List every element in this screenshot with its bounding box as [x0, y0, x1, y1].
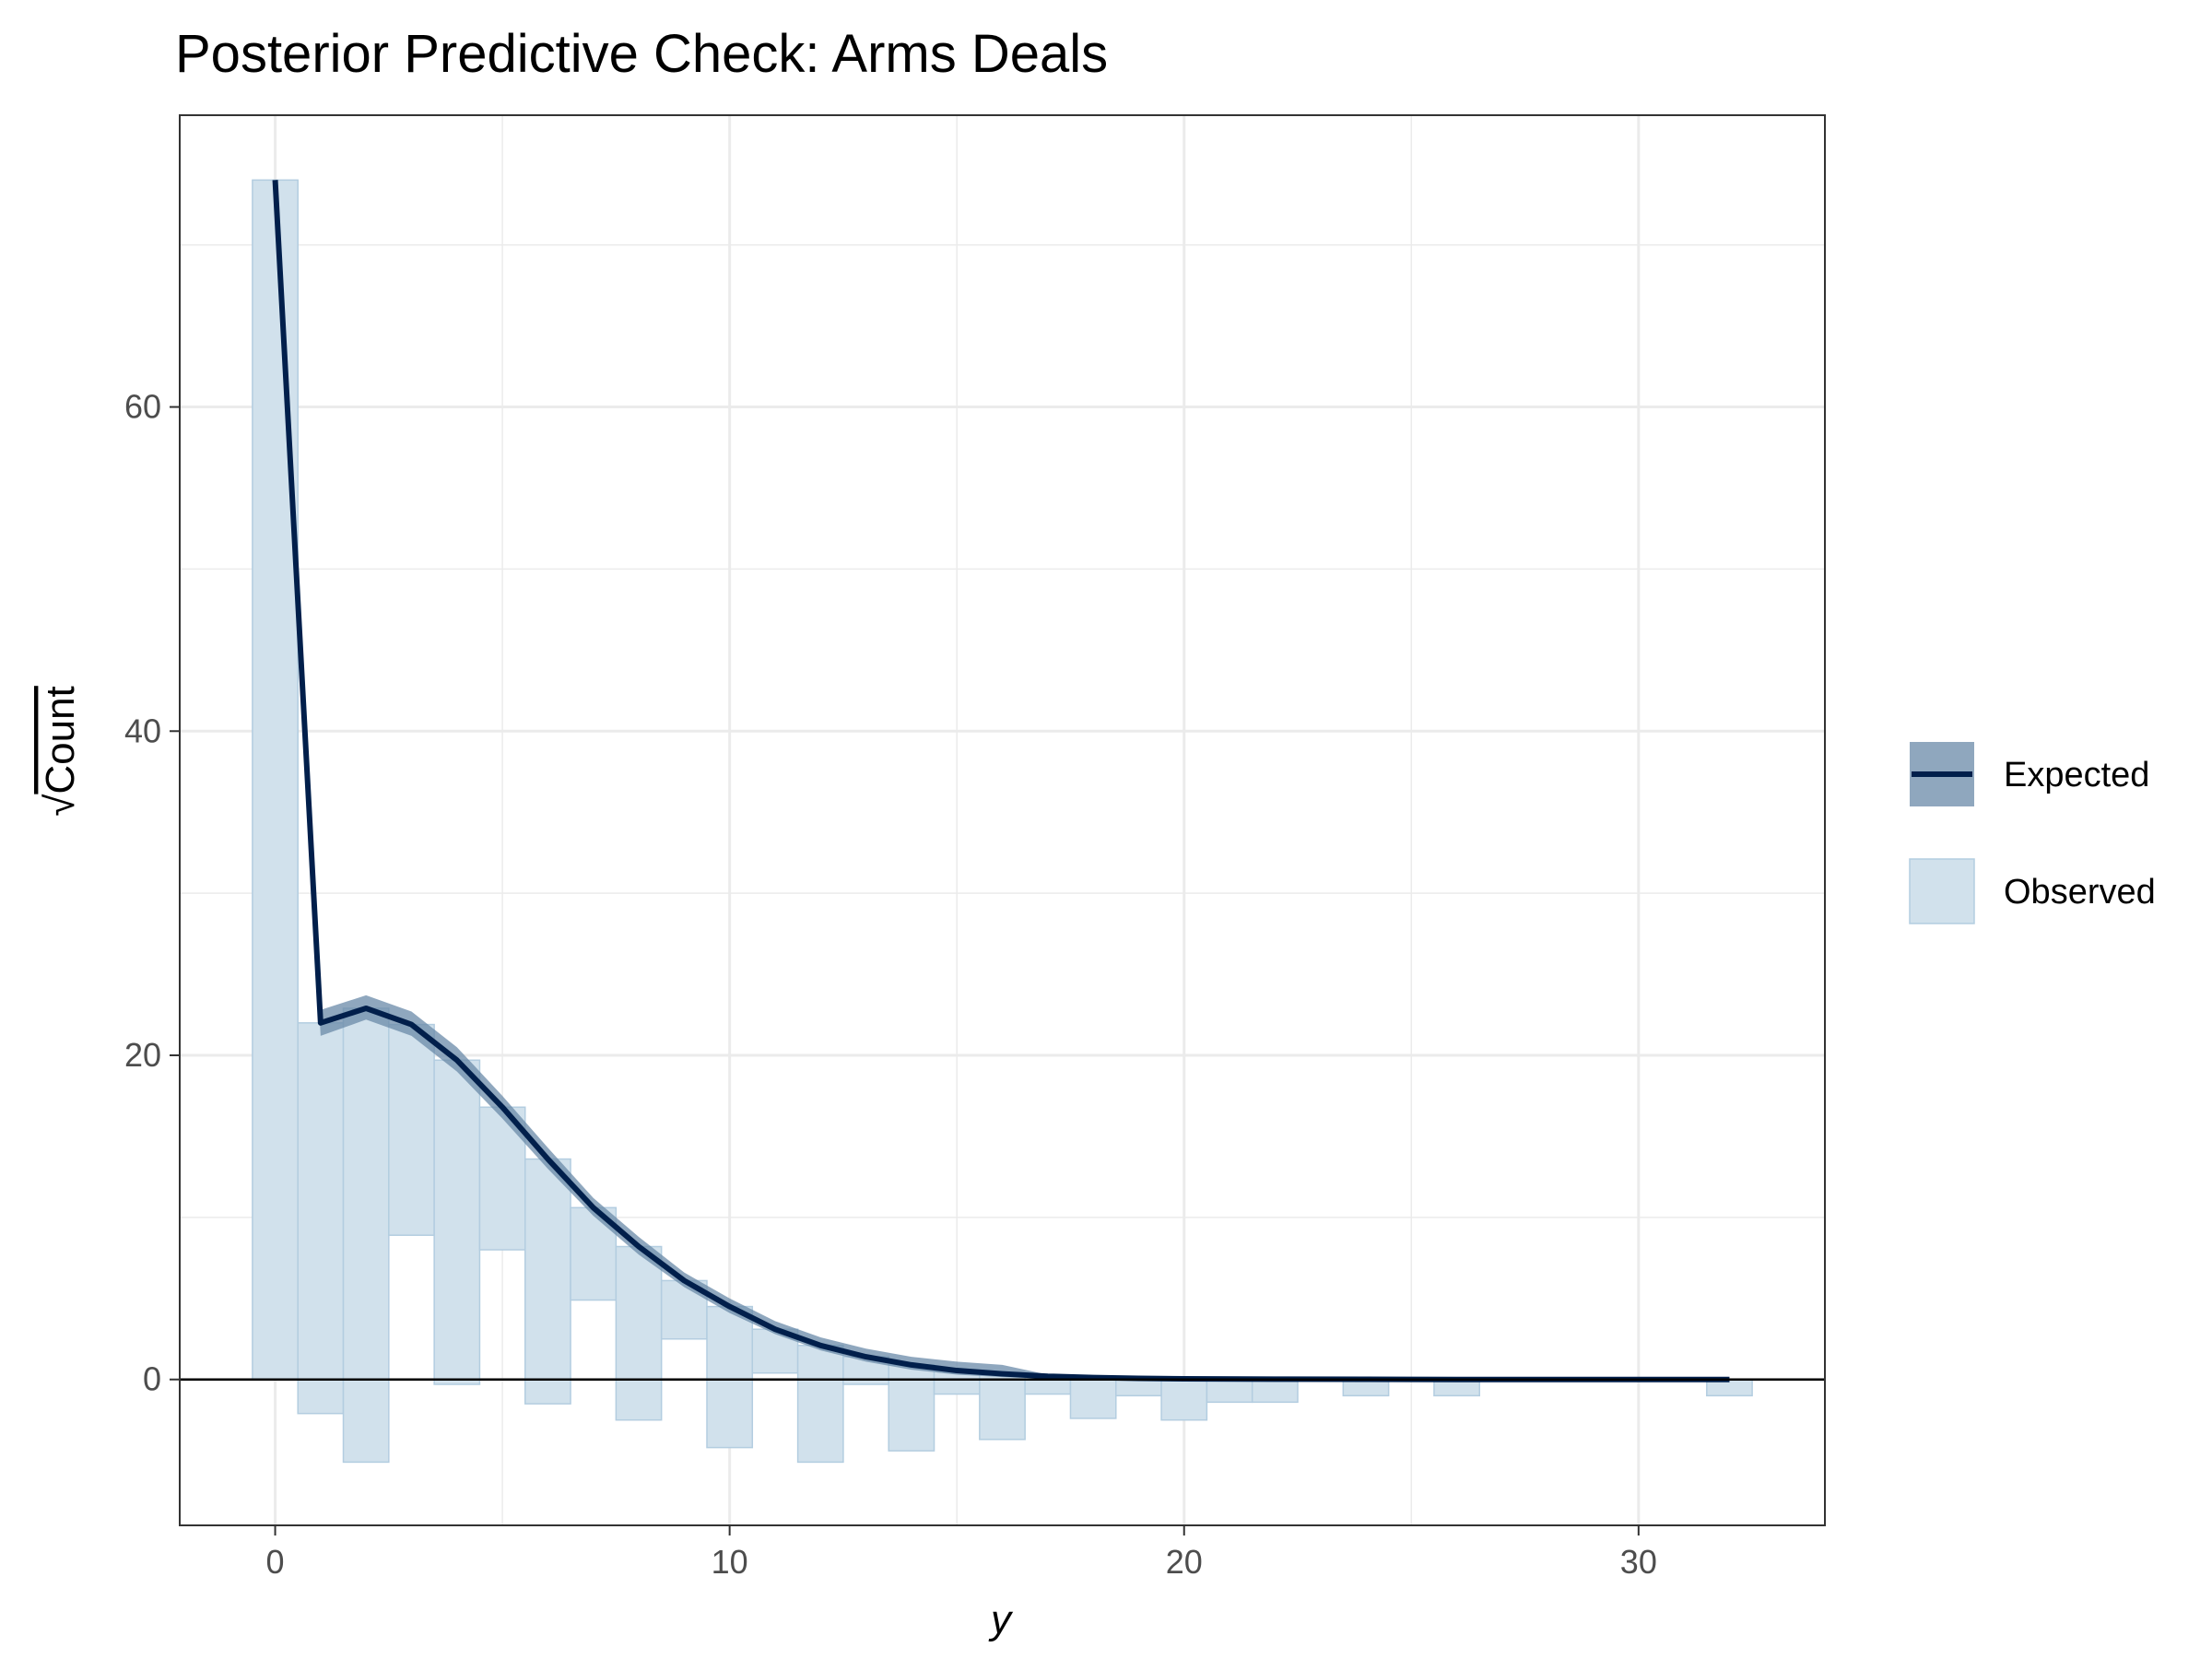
x-tick-label: 10 [712, 1543, 748, 1581]
grid [180, 115, 1825, 1525]
x-tick-label: 30 [1620, 1543, 1657, 1581]
observed-bar [388, 1023, 435, 1236]
observed-bar [524, 1158, 571, 1405]
x-axis-label: y [988, 1597, 1014, 1642]
legend: Expected Observed [1909, 742, 2156, 924]
y-axis-label-text: Count [38, 686, 83, 794]
y-axis-label-radical: √ [38, 794, 83, 817]
observed-bar [615, 1245, 663, 1421]
observed-bars [252, 179, 1753, 1464]
legend-label-expected: Expected [2004, 756, 2149, 794]
svg-text:√Count: √Count [38, 686, 83, 817]
observed-bar [1160, 1378, 1208, 1421]
legend-label-observed: Observed [2004, 873, 2156, 912]
observed-bar [1206, 1378, 1253, 1404]
observed-bar [297, 1022, 345, 1415]
observed-bar [342, 1007, 390, 1464]
observed-bar [1069, 1376, 1117, 1419]
observed-bar [478, 1106, 526, 1251]
observed-bar [888, 1364, 935, 1452]
observed-bar [433, 1059, 481, 1385]
observed-bar [252, 179, 299, 1381]
x-tick-label: 20 [1166, 1543, 1203, 1581]
y-tick-label: 20 [124, 1036, 161, 1074]
y-tick-label: 60 [124, 388, 161, 426]
observed-bar [796, 1345, 844, 1464]
x-tick-label: 0 [266, 1543, 285, 1581]
legend-key-observed [1909, 858, 1975, 924]
observed-bar [1251, 1378, 1299, 1404]
y-axis-label: √Count [38, 686, 83, 817]
chart-title: Posterior Predictive Check: Arms Deals [175, 24, 1108, 84]
plot-panel-border [179, 114, 1826, 1526]
y-tick-label: 0 [143, 1360, 161, 1398]
axes: 0 10 20 30 0 20 40 60 [124, 388, 1657, 1581]
y-tick-label: 40 [124, 712, 161, 749]
observed-bar [706, 1305, 754, 1449]
observed-bar [979, 1372, 1026, 1441]
